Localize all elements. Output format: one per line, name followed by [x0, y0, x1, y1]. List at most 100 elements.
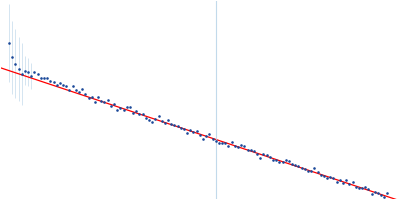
Point	[98, 99, 104, 102]
Point	[276, 160, 282, 163]
Point	[133, 110, 140, 113]
Point	[44, 77, 50, 80]
Point	[352, 185, 359, 188]
Point	[267, 155, 273, 158]
Point	[238, 144, 244, 147]
Point	[146, 119, 152, 122]
Point	[70, 84, 76, 87]
Point	[334, 181, 340, 184]
Point	[127, 106, 133, 109]
Point	[251, 149, 257, 152]
Point	[82, 92, 88, 95]
Point	[50, 80, 57, 84]
Point	[38, 76, 44, 79]
Point	[120, 109, 127, 112]
Point	[114, 108, 120, 111]
Point	[101, 101, 108, 104]
Point	[130, 111, 136, 114]
Point	[362, 186, 368, 189]
Point	[336, 178, 343, 181]
Point	[34, 73, 41, 76]
Point	[136, 113, 143, 116]
Point	[302, 168, 308, 171]
Point	[216, 141, 222, 144]
Point	[203, 135, 210, 138]
Point	[279, 161, 286, 164]
Point	[184, 131, 190, 134]
Point	[165, 118, 171, 122]
Point	[54, 84, 60, 87]
Point	[292, 163, 298, 166]
Point	[88, 95, 95, 98]
Point	[25, 70, 31, 73]
Point	[235, 145, 241, 148]
Point	[248, 149, 254, 152]
Point	[273, 158, 279, 162]
Point	[359, 186, 365, 189]
Point	[318, 173, 324, 177]
Point	[257, 156, 264, 159]
Point	[356, 186, 362, 189]
Point	[171, 124, 178, 127]
Point	[187, 128, 194, 132]
Point	[209, 137, 216, 141]
Point	[47, 79, 54, 82]
Point	[9, 56, 16, 59]
Point	[95, 95, 101, 98]
Point	[63, 84, 70, 87]
Point	[73, 88, 79, 91]
Point	[12, 62, 19, 65]
Point	[168, 123, 174, 126]
Point	[181, 128, 187, 131]
Point	[365, 188, 372, 191]
Point	[340, 181, 346, 184]
Point	[140, 112, 146, 116]
Point	[85, 96, 92, 99]
Point	[200, 137, 206, 140]
Point	[346, 182, 352, 185]
Point	[158, 119, 165, 123]
Point	[384, 192, 391, 195]
Point	[31, 71, 38, 74]
Point	[174, 125, 181, 128]
Point	[314, 170, 321, 173]
Point	[264, 153, 270, 156]
Point	[194, 129, 200, 132]
Point	[76, 90, 82, 94]
Point	[15, 67, 22, 71]
Point	[92, 100, 98, 103]
Point	[6, 41, 12, 45]
Point	[378, 194, 384, 197]
Point	[305, 170, 311, 173]
Point	[66, 89, 73, 92]
Point	[60, 83, 66, 87]
Point	[298, 166, 305, 170]
Point	[41, 77, 47, 80]
Point	[197, 133, 203, 136]
Point	[152, 117, 158, 120]
Point	[28, 75, 34, 78]
Point	[260, 153, 267, 156]
Point	[343, 179, 349, 182]
Point	[372, 190, 378, 194]
Point	[232, 145, 238, 148]
Point	[368, 192, 375, 195]
Point	[206, 133, 213, 136]
Point	[321, 175, 327, 178]
Point	[244, 149, 251, 152]
Point	[111, 102, 117, 105]
Point	[228, 140, 235, 144]
Point	[22, 69, 28, 72]
Point	[79, 87, 85, 90]
Point	[330, 176, 337, 179]
Point	[286, 159, 292, 163]
Point	[324, 176, 330, 180]
Point	[381, 195, 388, 198]
Point	[124, 105, 130, 108]
Point	[222, 142, 228, 145]
Point	[289, 162, 295, 165]
Point	[308, 170, 314, 173]
Point	[178, 126, 184, 130]
Point	[254, 152, 260, 155]
Point	[375, 192, 381, 195]
